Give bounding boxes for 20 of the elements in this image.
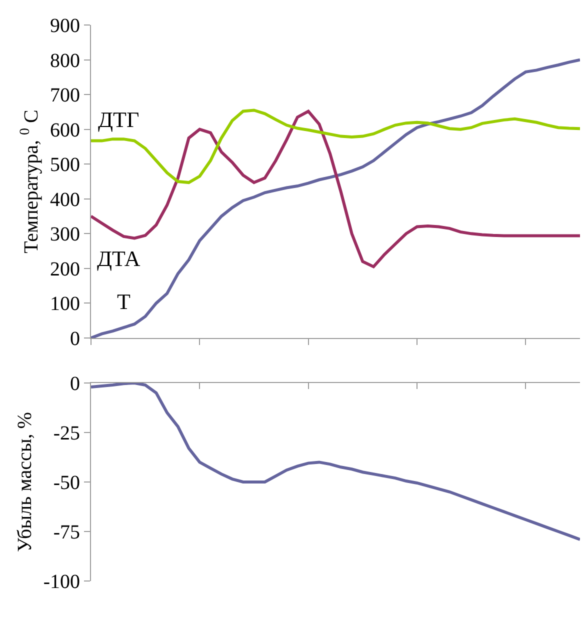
y-tick-label: 900 <box>50 15 80 37</box>
y-tick-label: 400 <box>50 188 80 211</box>
y-tick-label: 800 <box>50 50 80 72</box>
y-tick-label: 600 <box>50 119 80 142</box>
y-tick-label: 100 <box>50 293 80 316</box>
y-tick-label: -25 <box>53 422 80 444</box>
y-tick-label: 700 <box>50 84 80 107</box>
y-tick-label: -100 <box>43 571 80 593</box>
line-series <box>91 108 580 184</box>
y-tick-label: -75 <box>53 522 80 544</box>
y-tick-label: 300 <box>50 224 80 246</box>
y-axis-title: Убыль массы, % <box>14 412 36 552</box>
y-tick-label: 200 <box>50 258 80 280</box>
series-label: ДТГ <box>98 107 140 132</box>
y-tick-label: 0 <box>70 328 80 350</box>
series-label: ДТА <box>97 246 140 271</box>
y-tick-label: 0 <box>70 373 80 395</box>
y-tick-label: 500 <box>50 154 80 176</box>
series-label: Т <box>117 289 131 314</box>
y-tick-label: -50 <box>53 472 80 494</box>
